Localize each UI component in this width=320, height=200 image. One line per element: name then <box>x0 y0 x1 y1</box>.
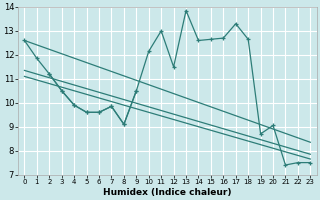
X-axis label: Humidex (Indice chaleur): Humidex (Indice chaleur) <box>103 188 232 197</box>
